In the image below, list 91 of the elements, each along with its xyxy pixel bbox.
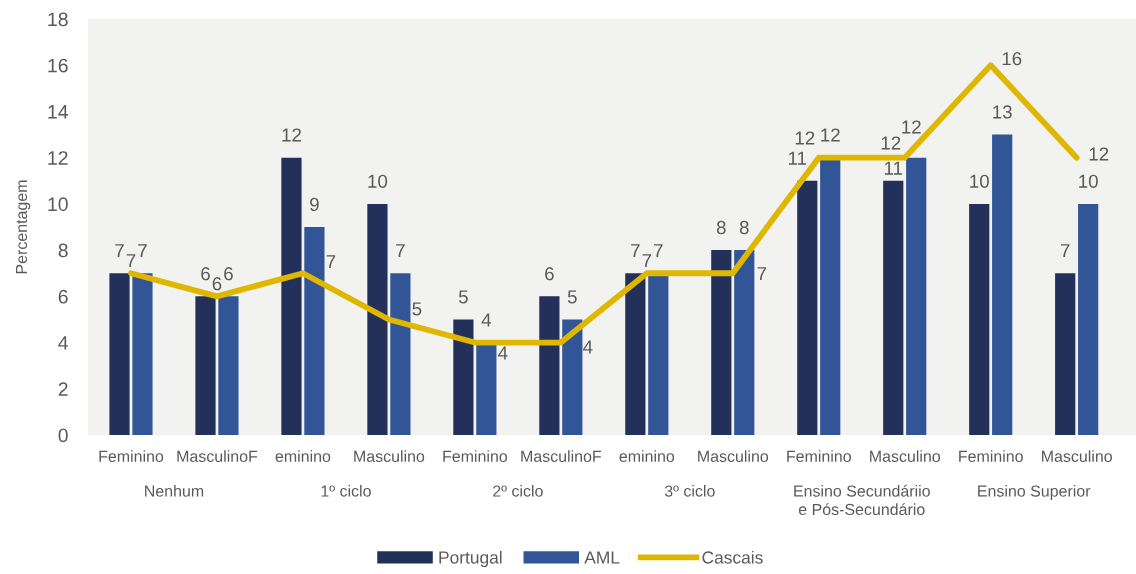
data-label: 6 (212, 277, 222, 291)
x-tick-label: eminino (275, 450, 331, 463)
y-tick-label: 2 (58, 382, 68, 396)
y-tick-label: 14 (48, 105, 68, 119)
data-label: 6 (224, 267, 233, 281)
data-label: 11 (788, 151, 807, 165)
x-tick-label: Masculino (1042, 450, 1112, 463)
bar (367, 203, 388, 435)
data-label: 7 (642, 254, 652, 268)
data-label: 4 (583, 340, 593, 354)
y-tick-label: 10 (48, 197, 68, 212)
bar (648, 273, 669, 435)
text: 1º ciclo (321, 485, 371, 497)
text: Ensino Superior (978, 485, 1091, 500)
data-label: 10 (970, 174, 989, 188)
x-tick-label: Feminino (787, 450, 851, 463)
bar (476, 342, 497, 435)
bar (711, 250, 732, 435)
text: 2º ciclo (493, 485, 543, 497)
x-tick-label: Feminino (443, 450, 508, 463)
data-label: 10 (1079, 174, 1098, 188)
y-tick-label: 8 (58, 243, 68, 258)
bar (734, 250, 755, 435)
legend-label: AML (584, 551, 620, 564)
x-tick-label: Masculino (870, 450, 941, 463)
x-tick-label: Feminino (959, 450, 1023, 463)
y-tick-label: 6 (58, 289, 68, 304)
data-label: 7 (757, 267, 767, 281)
data-label: 10 (368, 174, 388, 188)
y-axis-title: Percentagem (15, 180, 31, 274)
legend-label: Cascais (702, 550, 763, 564)
bar (797, 180, 818, 435)
x-tick-label: eminino (619, 450, 675, 463)
data-label: 7 (1060, 244, 1070, 258)
data-label: 12 (795, 131, 815, 145)
y-tick-label: 18 (48, 12, 68, 27)
bar (562, 319, 583, 435)
bar (539, 296, 560, 435)
legend-label: Portugal (439, 550, 502, 568)
text: Nenhum (145, 485, 204, 497)
data-label: 5 (567, 290, 577, 304)
bar (883, 180, 904, 435)
data-label: 8 (716, 220, 726, 235)
data-label: 9 (310, 197, 319, 212)
bar (992, 134, 1013, 435)
data-label: 8 (739, 220, 749, 235)
data-label: 7 (115, 244, 124, 258)
data-label: 13 (993, 105, 1012, 119)
bar (109, 273, 130, 435)
data-label: 12 (1089, 147, 1109, 161)
text: 3º ciclo (664, 485, 715, 497)
y-tick-label: 4 (58, 336, 68, 350)
x-tick-label: Feminino (99, 450, 164, 463)
data-label: 6 (545, 267, 554, 281)
x-tick-label: Masculino (354, 450, 425, 463)
data-label: 7 (631, 244, 640, 258)
bar (969, 203, 990, 435)
data-label: 6 (201, 267, 210, 281)
bar (1078, 203, 1099, 435)
data-label: 12 (821, 128, 840, 142)
bar (304, 227, 325, 435)
bar (218, 296, 239, 435)
data-label: 12 (902, 120, 921, 134)
data-label: 16 (1002, 51, 1022, 66)
data-label: 11 (884, 161, 903, 175)
bar (132, 273, 153, 435)
data-label: 12 (881, 136, 901, 150)
bar (281, 157, 302, 435)
data-label: 7 (654, 244, 663, 258)
y-tick-label: 0 (58, 428, 68, 443)
x-tick-label: MasculinoF (521, 450, 602, 463)
data-label: 7 (126, 254, 136, 268)
bar (625, 273, 646, 435)
x-tick-label: Masculino (698, 450, 769, 463)
bar (906, 157, 927, 435)
bar (195, 296, 216, 435)
y-tick-label: 12 (48, 151, 68, 165)
data-label: 12 (282, 128, 301, 142)
data-label: 5 (412, 302, 422, 316)
data-label: 7 (326, 255, 336, 269)
bar (1055, 273, 1076, 435)
data-label: 4 (498, 346, 508, 360)
text: Ensino Secundáriio e Pós-Secundário (794, 484, 930, 516)
x-tick-label: MasculinoF (177, 450, 258, 463)
bar (390, 273, 411, 435)
y-tick-label: 16 (48, 58, 68, 73)
data-label: 4 (481, 313, 492, 327)
data-label: 5 (458, 290, 468, 304)
data-label: 7 (138, 244, 147, 258)
data-label: 7 (396, 244, 405, 258)
bar (453, 319, 474, 435)
